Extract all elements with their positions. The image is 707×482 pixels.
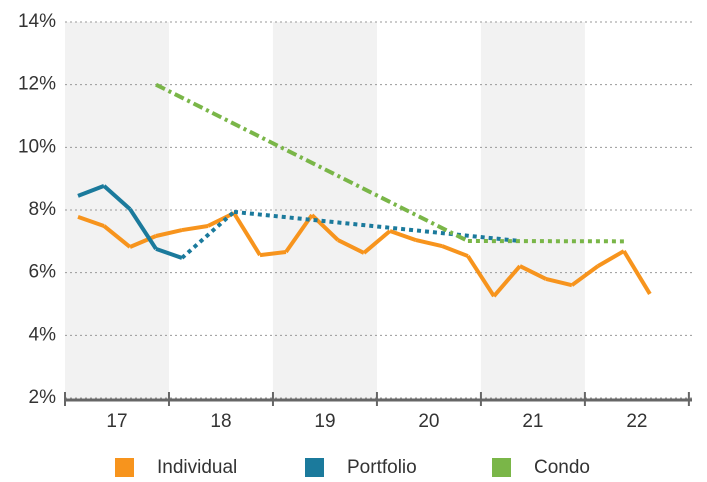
- x-tick-label: 20: [418, 411, 439, 432]
- line-segment: [570, 264, 600, 287]
- line-segment: [415, 238, 443, 248]
- line-segment: [155, 228, 183, 238]
- legend-label: Portfolio: [347, 457, 417, 478]
- line-segment: [181, 224, 209, 233]
- line-segment: [102, 224, 132, 249]
- legend-label: Condo: [534, 457, 590, 478]
- line-segment: [77, 215, 105, 228]
- x-tick-label: 19: [314, 411, 335, 432]
- line-segment: [466, 254, 496, 298]
- line-segment: [362, 229, 392, 255]
- line-segment: [102, 184, 132, 211]
- x-tick-label: 17: [106, 411, 127, 432]
- band: [480, 22, 585, 398]
- y-tick-label: 14%: [18, 11, 56, 32]
- line-segment: [155, 82, 469, 243]
- y-tick-label: 8%: [29, 199, 57, 220]
- line-segment: [207, 211, 235, 228]
- line-segment: [259, 250, 287, 258]
- line-segment: [492, 264, 522, 298]
- y-tick-label: 4%: [29, 324, 57, 345]
- y-tick-label: 10%: [18, 136, 56, 157]
- line-segment: [180, 210, 236, 260]
- x-tick-label: 21: [522, 411, 543, 432]
- legend-swatch: [115, 458, 134, 477]
- legend-label: Individual: [157, 457, 237, 478]
- line-segment: [545, 276, 573, 288]
- legend-swatch: [492, 458, 511, 477]
- legend-swatch: [305, 458, 324, 477]
- line-segment: [389, 229, 417, 242]
- line-segment: [232, 212, 262, 257]
- line-segment: [596, 249, 625, 268]
- line-segment: [155, 246, 183, 260]
- y-tick-label: 12%: [18, 74, 56, 95]
- y-tick-label: 2%: [29, 387, 57, 408]
- x-tick-label: 22: [626, 411, 647, 432]
- line-segment: [77, 184, 105, 198]
- line-segment: [441, 244, 469, 258]
- y-tick-label: 6%: [29, 262, 57, 283]
- x-tick-label: 18: [210, 411, 231, 432]
- line-segment: [128, 207, 158, 250]
- line-segment: [337, 238, 365, 255]
- line-segment: [129, 234, 157, 249]
- line-segment: [622, 250, 652, 296]
- line-segment: [519, 264, 547, 281]
